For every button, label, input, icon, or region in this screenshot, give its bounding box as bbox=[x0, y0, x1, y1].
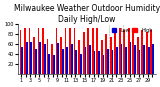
Bar bbox=[78, 40, 80, 74]
Bar bbox=[123, 30, 125, 74]
Bar bbox=[24, 28, 26, 74]
Bar bbox=[60, 37, 62, 74]
Bar bbox=[96, 28, 98, 74]
Bar bbox=[26, 42, 28, 74]
Bar bbox=[56, 28, 57, 74]
Bar bbox=[143, 45, 145, 74]
Bar bbox=[98, 52, 100, 74]
Bar bbox=[87, 28, 89, 74]
Bar bbox=[141, 30, 143, 74]
Legend: Low, High: Low, High bbox=[111, 27, 153, 34]
Bar bbox=[94, 52, 95, 74]
Bar bbox=[132, 28, 134, 74]
Bar bbox=[119, 28, 121, 74]
Bar bbox=[112, 50, 113, 74]
Bar bbox=[21, 47, 23, 74]
Bar bbox=[125, 47, 127, 74]
Bar bbox=[107, 49, 109, 74]
Bar bbox=[66, 47, 68, 74]
Bar bbox=[28, 28, 30, 74]
Bar bbox=[134, 45, 136, 74]
Bar bbox=[71, 44, 73, 74]
Bar bbox=[47, 39, 48, 74]
Bar bbox=[53, 55, 55, 74]
Bar bbox=[62, 49, 64, 74]
Bar bbox=[150, 30, 152, 74]
Bar bbox=[92, 28, 94, 74]
Bar bbox=[139, 50, 140, 74]
Bar bbox=[137, 37, 139, 74]
Bar bbox=[65, 28, 66, 74]
Bar bbox=[74, 28, 76, 74]
Bar bbox=[42, 28, 44, 74]
Bar bbox=[76, 50, 77, 74]
Bar bbox=[30, 42, 32, 74]
Bar bbox=[114, 30, 116, 74]
Bar bbox=[128, 28, 130, 74]
Bar bbox=[80, 54, 82, 74]
Bar bbox=[69, 28, 71, 74]
Bar bbox=[38, 28, 39, 74]
Bar bbox=[89, 45, 91, 74]
Bar bbox=[83, 32, 84, 74]
Bar bbox=[148, 47, 149, 74]
Bar bbox=[105, 34, 107, 74]
Bar bbox=[33, 37, 35, 74]
Bar bbox=[110, 37, 112, 74]
Bar bbox=[48, 54, 50, 74]
Title: Milwaukee Weather Outdoor Humidity
Daily High/Low: Milwaukee Weather Outdoor Humidity Daily… bbox=[14, 4, 160, 24]
Bar bbox=[84, 47, 86, 74]
Bar bbox=[130, 42, 132, 74]
Bar bbox=[103, 55, 104, 74]
Bar bbox=[57, 43, 59, 74]
Bar bbox=[101, 40, 103, 74]
Bar bbox=[116, 47, 118, 74]
Bar bbox=[152, 44, 154, 74]
Bar bbox=[51, 44, 53, 74]
Bar bbox=[20, 30, 21, 74]
Bar bbox=[44, 44, 46, 74]
Bar bbox=[35, 49, 37, 74]
Bar bbox=[146, 32, 148, 74]
Bar bbox=[121, 44, 122, 74]
Bar bbox=[39, 42, 41, 74]
